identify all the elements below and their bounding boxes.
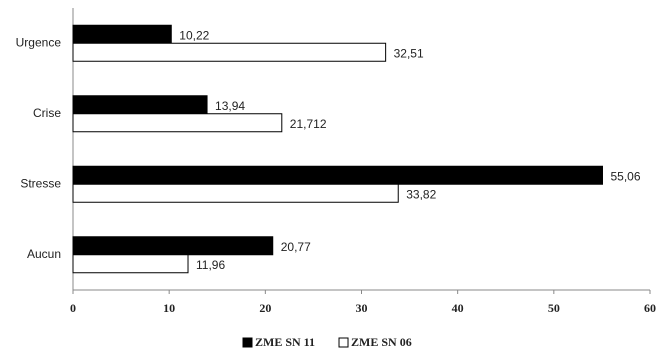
x-tick-label: 20: [259, 301, 271, 315]
bar: [72, 95, 208, 115]
y-tick-label: Stresse: [20, 176, 61, 190]
x-tick-label: 50: [548, 301, 560, 315]
bar: [72, 183, 399, 203]
x-tick-label: 40: [452, 301, 464, 315]
value-label: 32,51: [394, 46, 424, 60]
value-label: 20,77: [281, 240, 311, 254]
legend-swatch: [338, 337, 349, 348]
y-tick-label: Aucun: [27, 247, 61, 261]
x-tick-label: 10: [163, 301, 175, 315]
bar: [72, 24, 172, 44]
value-label: 10,22: [179, 28, 209, 42]
y-tick-label: Urgence: [16, 35, 62, 49]
value-label: 21,712: [290, 117, 327, 131]
bar: [72, 165, 603, 185]
x-tick-label: 0: [70, 301, 76, 315]
bar: [72, 113, 283, 133]
bar: [72, 236, 274, 256]
x-tick-label: 60: [644, 301, 656, 315]
value-label: 13,94: [215, 99, 245, 113]
legend-label: ZME SN 11: [255, 335, 315, 349]
legend-label: ZME SN 06: [351, 335, 412, 349]
bar: [72, 254, 189, 274]
legend-swatch: [242, 337, 253, 348]
x-tick-label: 30: [356, 301, 368, 315]
y-tick-label: Crise: [33, 106, 61, 120]
value-label: 55,06: [610, 169, 640, 183]
value-label: 33,82: [406, 187, 436, 201]
value-label: 11,96: [196, 258, 225, 272]
bar: [72, 42, 387, 62]
